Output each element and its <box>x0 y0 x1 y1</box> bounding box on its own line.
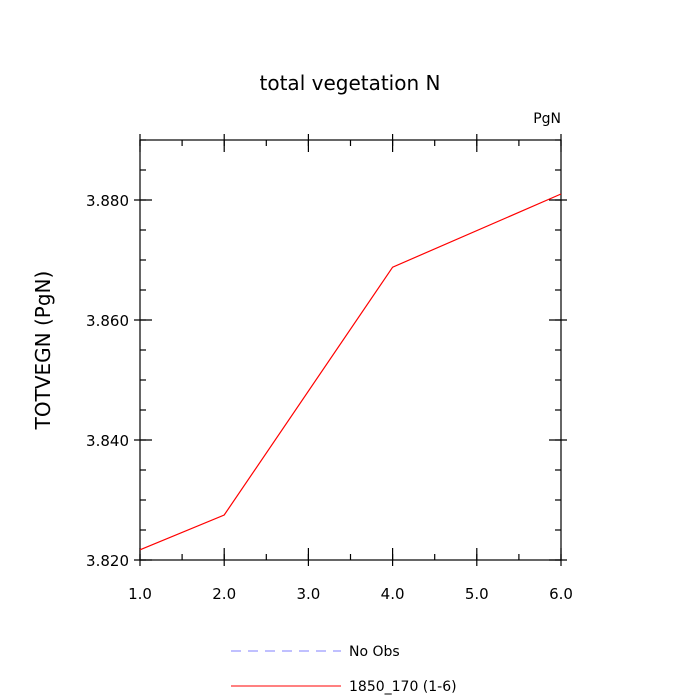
x-tick-label: 4.0 <box>381 585 405 603</box>
chart-title: total vegetation N <box>260 71 441 95</box>
legend: No Obs 1850_170 (1-6) <box>231 644 457 695</box>
x-tick-label: 3.0 <box>296 585 320 603</box>
y-tick-label: 3.840 <box>86 432 129 450</box>
x-tick-label: 2.0 <box>212 585 236 603</box>
units-label: PgN <box>533 111 561 127</box>
y-axis-label: TOTVEGN (PgN) <box>31 271 55 431</box>
legend-label: 1850_170 (1-6) <box>349 679 457 695</box>
legend-label: No Obs <box>349 644 400 660</box>
axis-ticks: 3.820 3.840 3.860 3.880 1.0 2.0 3.0 4.0 5.0 6.0 <box>86 134 573 603</box>
series-line <box>139 193 562 551</box>
y-tick-label: 3.880 <box>86 192 129 210</box>
x-tick-label: 5.0 <box>465 585 489 603</box>
y-tick-label: 3.820 <box>86 552 129 570</box>
plot-frame <box>139 139 562 561</box>
x-tick-label: 1.0 <box>128 585 152 603</box>
x-tick-label: 6.0 <box>549 585 573 603</box>
y-tick-label: 3.860 <box>86 312 129 330</box>
series-layer <box>139 193 562 551</box>
